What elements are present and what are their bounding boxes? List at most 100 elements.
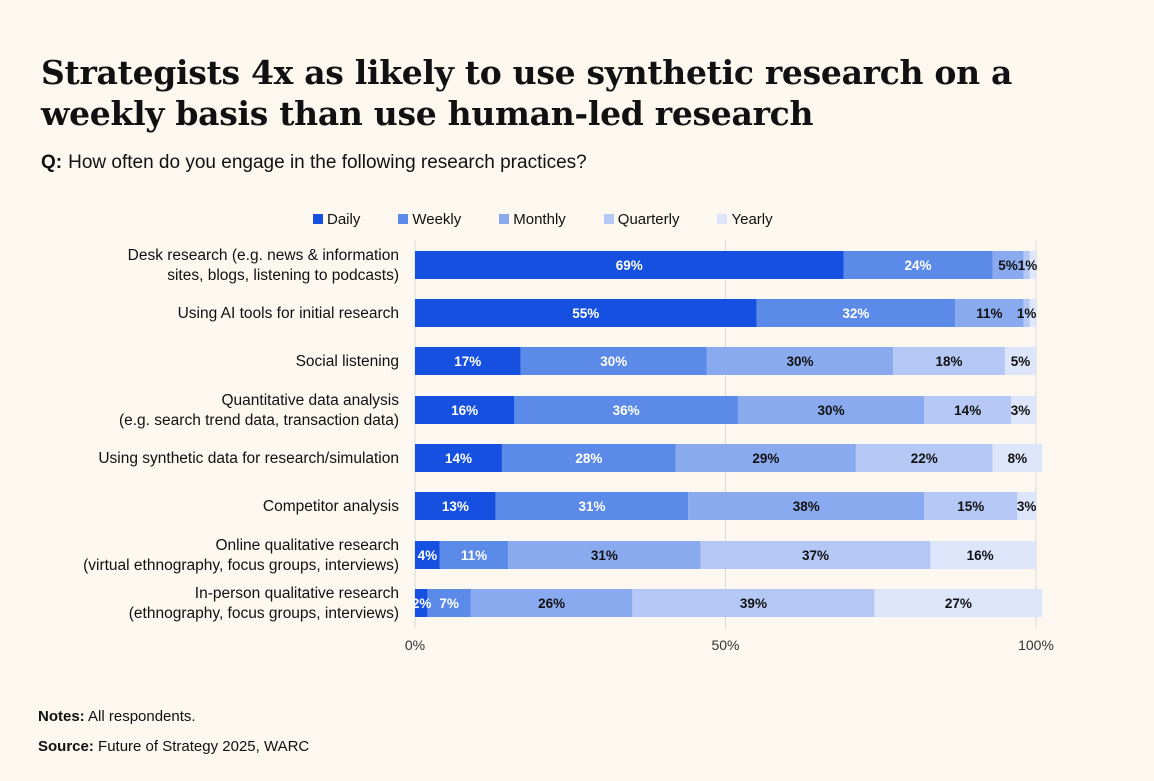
bar-remainder xyxy=(1029,251,1036,279)
bar-quarterly xyxy=(924,492,1018,520)
bar-yearly xyxy=(992,444,1043,472)
bar-quarterly xyxy=(1023,299,1030,327)
data-label: 37% xyxy=(802,548,829,563)
bar-weekly xyxy=(520,347,707,375)
legend-item-monthly: Monthly xyxy=(499,211,566,228)
category-label: (e.g. search trend data, transaction dat… xyxy=(119,412,399,429)
bar-daily xyxy=(415,347,521,375)
bar-quarterly xyxy=(1023,251,1030,279)
category-label: Desk research (e.g. news & information xyxy=(128,247,399,264)
bar-monthly xyxy=(737,396,925,424)
bar-quarterly xyxy=(924,396,1012,424)
source-label: Source: xyxy=(38,738,94,755)
category-label: sites, blogs, listening to podcasts) xyxy=(167,267,399,284)
bar-weekly xyxy=(514,396,738,424)
chart-title: Strategists 4x as likely to use syntheti… xyxy=(41,53,1013,133)
data-label: 14% xyxy=(954,403,981,418)
data-label: 31% xyxy=(591,548,618,563)
data-label: 27% xyxy=(945,596,972,611)
source: Source: Future of Strategy 2025, WARC xyxy=(38,738,309,755)
legend-swatch xyxy=(398,214,409,224)
bar-yearly xyxy=(930,541,1030,569)
legend-label: Quarterly xyxy=(617,210,680,228)
data-label: 11% xyxy=(976,306,1002,321)
bar-remainder xyxy=(1029,299,1036,327)
data-label: 7% xyxy=(439,596,459,611)
data-label: 5% xyxy=(1011,354,1031,369)
legend-swatch xyxy=(603,214,614,224)
data-label: 1% xyxy=(1017,306,1037,321)
question: Q: How often do you engage in the followi… xyxy=(41,152,587,174)
bar-daily xyxy=(415,541,440,569)
bar-weekly xyxy=(501,444,676,472)
legend-swatch xyxy=(717,214,728,224)
x-tick-label: 50% xyxy=(711,637,739,653)
data-label: 2% xyxy=(412,596,432,611)
data-label: 30% xyxy=(818,403,845,418)
bar-monthly xyxy=(508,541,701,569)
data-label: 32% xyxy=(842,306,869,321)
notes-text: All respondents. xyxy=(88,708,196,725)
category-label: (ethnography, focus groups, interviews) xyxy=(129,605,399,622)
question-text: How often do you engage in the following… xyxy=(68,152,587,173)
source-text: Future of Strategy 2025, WARC xyxy=(98,738,310,755)
notes-label: Notes: xyxy=(38,708,85,725)
data-label: 1% xyxy=(1018,258,1038,273)
bar-monthly xyxy=(706,347,894,375)
bar-weekly xyxy=(843,251,993,279)
data-label: 14% xyxy=(445,451,472,466)
notes: Notes: All respondents. xyxy=(38,708,196,725)
bar-weekly xyxy=(495,492,689,520)
data-label: 22% xyxy=(911,451,938,466)
bar-weekly xyxy=(756,299,956,327)
bar-yearly xyxy=(1004,347,1036,375)
data-label: 28% xyxy=(575,451,602,466)
legend-item-yearly: Yearly xyxy=(717,210,773,228)
x-tick-label: 100% xyxy=(1018,637,1054,653)
legend-label: Daily xyxy=(327,210,361,228)
chart-legend: Daily Weekly Monthly Quarterly Yearly xyxy=(313,209,773,229)
bar-daily xyxy=(415,396,515,424)
bar-daily xyxy=(415,589,428,617)
data-label: 8% xyxy=(1008,451,1028,466)
bar-quarterly xyxy=(855,444,993,472)
data-label: 55% xyxy=(572,306,599,321)
data-label: 3% xyxy=(1011,403,1031,418)
category-label: Social listening xyxy=(296,353,399,370)
bar-yearly xyxy=(874,589,1043,617)
data-label: 30% xyxy=(600,354,627,369)
bar-quarterly xyxy=(893,347,1005,375)
category-label: In-person qualitative research xyxy=(195,585,399,602)
bar-remainder xyxy=(1029,541,1036,569)
bar-yearly xyxy=(1017,492,1036,520)
data-label: 11% xyxy=(461,548,487,563)
data-label: 24% xyxy=(904,258,931,273)
data-label: 16% xyxy=(967,548,994,563)
data-label: 13% xyxy=(442,499,469,514)
data-label: 38% xyxy=(793,499,820,514)
legend-label: Monthly xyxy=(513,210,566,228)
category-label: Competitor analysis xyxy=(263,498,399,515)
data-label: 16% xyxy=(451,403,478,418)
bar-daily xyxy=(415,251,844,279)
bar-daily xyxy=(415,492,496,520)
bar-quarterly xyxy=(632,589,875,617)
bar-weekly xyxy=(427,589,471,617)
bar-yearly xyxy=(1011,396,1030,424)
data-label: 30% xyxy=(787,354,814,369)
legend-label: Yearly xyxy=(731,210,773,228)
bar-monthly xyxy=(992,251,1024,279)
bar-weekly xyxy=(439,541,509,569)
bar-monthly xyxy=(675,444,856,472)
data-label: 29% xyxy=(752,451,779,466)
category-label: (virtual ethnography, focus groups, inte… xyxy=(83,557,399,574)
x-tick-label: 0% xyxy=(405,637,425,653)
legend-swatch xyxy=(499,214,510,224)
legend-label: Weekly xyxy=(412,210,462,228)
data-label: 18% xyxy=(936,354,963,369)
bar-daily xyxy=(415,444,502,472)
data-label: 36% xyxy=(613,403,640,418)
bar-monthly xyxy=(955,299,1024,327)
legend-item-quarterly: Quarterly xyxy=(603,210,680,228)
data-label: 15% xyxy=(957,499,984,514)
